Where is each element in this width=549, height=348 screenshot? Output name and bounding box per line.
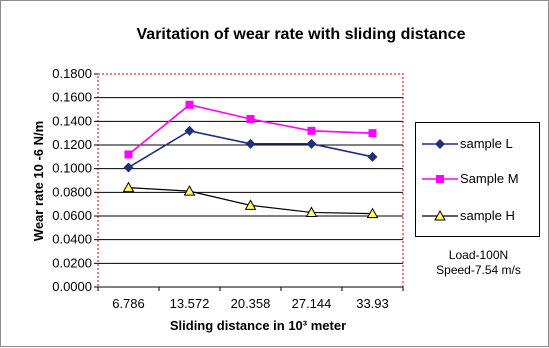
data-point-sample-l xyxy=(367,151,378,162)
data-point-sample-m xyxy=(368,129,377,138)
data-point-sample-l xyxy=(184,125,195,136)
data-point-sample-m xyxy=(185,100,194,109)
data-series xyxy=(122,100,379,219)
chart-title: Varitation of wear rate with sliding dis… xyxy=(137,26,466,43)
x-tick-label: 6.786 xyxy=(112,296,145,311)
legend-label-sample-h: sample H xyxy=(460,208,515,223)
y-tick-label: 0.1400 xyxy=(52,113,92,128)
y-tick-label: 0.1800 xyxy=(52,66,92,81)
x-tick-label: 13.572 xyxy=(170,296,210,311)
y-tick-label: 0.0600 xyxy=(52,208,92,223)
annotation-speed: Speed-7.54 m/s xyxy=(436,263,521,277)
y-tick-label: 0.0000 xyxy=(52,279,92,294)
legend-swatch-sample-h xyxy=(422,209,458,221)
y-tick-label: 0.0800 xyxy=(52,184,92,199)
data-point-sample-m xyxy=(307,126,316,135)
x-tick-label: 33.93 xyxy=(356,296,389,311)
x-tick-label: 27.144 xyxy=(292,296,332,311)
y-tick-label: 0.0400 xyxy=(52,232,92,247)
plot-area xyxy=(97,73,404,288)
x-axis-title: Sliding distance in 10³ meter xyxy=(170,318,346,333)
legend-item-sample-m: Sample M xyxy=(416,169,539,189)
data-point-sample-h xyxy=(122,181,135,193)
y-tick-label: 0.1200 xyxy=(52,137,92,152)
data-point-sample-h xyxy=(244,199,257,210)
legend-label-sample-l: sample L xyxy=(460,136,513,151)
y-axis-title: Wear rate 10 -6 N/m xyxy=(31,121,46,241)
legend-swatch-sample-m xyxy=(422,175,458,183)
legend-swatch-sample-l xyxy=(422,139,458,149)
data-point-sample-h xyxy=(183,185,196,196)
x-tick-label: 20.358 xyxy=(231,296,271,311)
data-point-sample-l xyxy=(245,138,256,149)
axes: 0.0000 0.0200 0.0400 0.0600 0.0800 0.1000 0.12… xyxy=(52,66,404,311)
gridlines xyxy=(98,97,403,264)
annotation-load: Load-100N xyxy=(448,248,509,262)
data-point-sample-m xyxy=(124,150,133,159)
data-point-sample-h xyxy=(366,207,379,219)
data-point-sample-l xyxy=(123,162,134,173)
y-tick-label: 0.0200 xyxy=(52,255,92,270)
legend-item-sample-l: sample L xyxy=(416,134,539,154)
data-point-sample-m xyxy=(246,114,255,123)
y-tick-label: 0.1600 xyxy=(52,90,92,105)
series-line-sample-l xyxy=(128,129,373,169)
legend-label-sample-m: Sample M xyxy=(460,171,519,186)
legend: sample L Sample M sample H xyxy=(415,122,540,237)
y-tick-label: 0.1000 xyxy=(52,161,92,176)
legend-item-sample-h: sample H xyxy=(416,206,539,226)
data-point-sample-h xyxy=(305,206,318,217)
data-point-sample-l xyxy=(306,138,317,149)
